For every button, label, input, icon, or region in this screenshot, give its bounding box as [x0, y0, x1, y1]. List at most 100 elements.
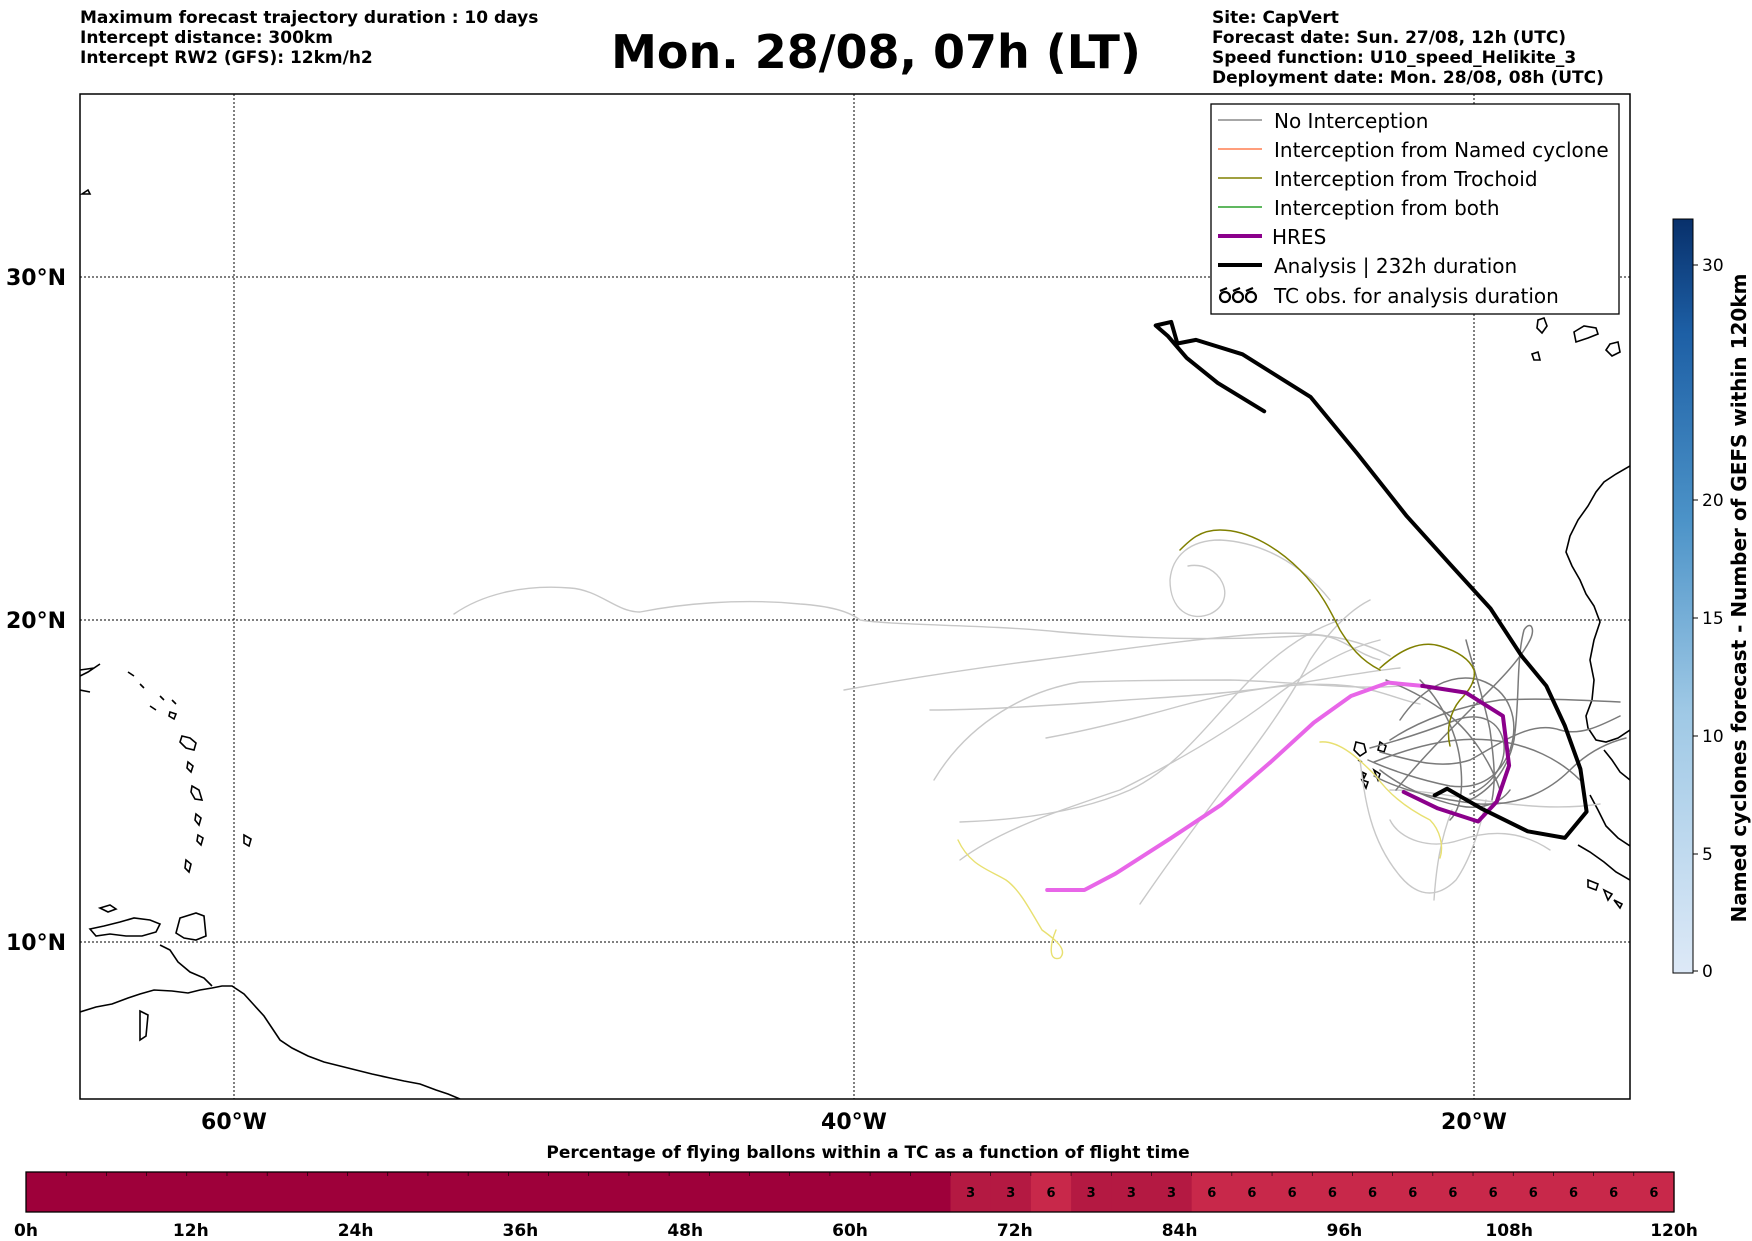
coast-st-vincent: [196, 833, 204, 847]
hres-track-end: [1401, 683, 1512, 824]
bar-cell: [669, 1172, 710, 1212]
trajectory-8: [1139, 599, 1371, 905]
coast-fuerteventura: [1604, 341, 1621, 357]
bar-cell-value: 3: [1127, 1186, 1136, 1201]
coast-barbados: [243, 833, 252, 848]
legend-trochoid: Interception from Trochoid: [1274, 167, 1538, 191]
max-duration-text: Maximum forecast trajectory duration : 1…: [80, 8, 539, 28]
coast-cape-verde-a: [1353, 741, 1367, 758]
analysis-track: [1153, 319, 1589, 840]
deployment-date-text: Deployment date: Mon. 28/08, 08h (UTC): [1212, 68, 1604, 88]
bar-cell: [789, 1172, 831, 1212]
legend-no-interception: No Interception: [1274, 109, 1428, 133]
bar-cell: [950, 1172, 992, 1212]
bar-cell: [1633, 1172, 1675, 1212]
bar-tick-label: 48h: [667, 1221, 703, 1241]
bar-cell-value: 6: [1489, 1186, 1498, 1201]
bar-cell-value: 6: [1207, 1186, 1216, 1201]
bar-cell: [468, 1172, 509, 1212]
map-panel[interactable]: No Interception Interception from Named …: [79, 93, 1631, 1100]
trajectory-18: [1369, 716, 1505, 795]
bar-cell: [106, 1172, 148, 1212]
coastlines: [80, 188, 1630, 1099]
trochoid-track-4: [1319, 741, 1443, 859]
trajectory-9: [1169, 539, 1331, 618]
coast-bijagos: [1587, 878, 1624, 910]
bar-tick-label: 60h: [832, 1221, 868, 1241]
coast-guadeloupe: [179, 735, 197, 751]
bar-cell-value: 3: [1167, 1186, 1176, 1201]
legend-hres: HRES: [1272, 225, 1326, 249]
bar-cell: [1272, 1172, 1313, 1212]
trajectory-4: [933, 679, 1401, 781]
trajectory-20: [1373, 738, 1581, 781]
legend: No Interception Interception from Named …: [1210, 103, 1620, 315]
bar-tick-label: 12h: [173, 1221, 209, 1241]
bar-cell: [990, 1172, 1032, 1212]
bar-cell: [829, 1172, 871, 1212]
trajectory-1: [453, 586, 1381, 661]
coast-margarita: [97, 904, 118, 913]
bar-cell: [1191, 1172, 1233, 1212]
bar-cell: [427, 1172, 469, 1212]
bar-cell-value: 6: [1247, 1186, 1256, 1201]
coast-africa: [1565, 465, 1630, 743]
trajectory-14: [1367, 677, 1515, 788]
trajectory-22: [1419, 679, 1463, 821]
colorbar-gradient: [1672, 218, 1694, 974]
bar-cell: [1553, 1172, 1595, 1212]
trajectory-12: [1433, 809, 1453, 901]
coast-dominica: [186, 760, 194, 774]
bar-cell: [1111, 1172, 1153, 1212]
coast-grenadines: [184, 858, 192, 874]
trajectories: [453, 319, 1627, 960]
trajectory-23: [1465, 639, 1495, 801]
colorbar-tick-30: 30: [1702, 256, 1724, 276]
bar-cell: [1151, 1172, 1193, 1212]
bar-cell: [347, 1172, 389, 1212]
bar-cell: [1352, 1172, 1394, 1212]
coast-bermuda: [80, 188, 92, 195]
bar-cell: [628, 1172, 670, 1212]
forecast-date-text: Forecast date: Sun. 27/08, 12h (UTC): [1212, 28, 1567, 48]
header-right-info: Site: CapVert Forecast date: Sun. 27/08,…: [1212, 8, 1604, 88]
bar-cell: [548, 1172, 590, 1212]
coast-la-palma: [1530, 350, 1542, 361]
trajectory-17: [1395, 624, 1534, 801]
bar-cell: [588, 1172, 630, 1212]
bar-cell: [1473, 1172, 1514, 1212]
bar-tick-label: 96h: [1327, 1221, 1363, 1241]
bar-cell: [1030, 1172, 1072, 1212]
bar-frame: [25, 1171, 1675, 1213]
lat-label-10n: 10°N: [6, 931, 66, 956]
bar-cell-value: 6: [1569, 1186, 1578, 1201]
trajectory-24: [1389, 698, 1621, 741]
trajectory-6: [959, 639, 1381, 861]
lon-label-40w: 40°W: [821, 1110, 887, 1135]
bar-tick-labels: 0h 12h 24h 36h 48h 60h 72h 84h 96h 108h 120h: [14, 1221, 1698, 1241]
trochoid-track-1: [1179, 529, 1381, 671]
hres-track: [1045, 680, 1425, 892]
colorbar-tick-20: 20: [1702, 491, 1724, 511]
trajectory-13: [1389, 789, 1601, 808]
lon-axis: 60°W 40°W 20°W: [201, 1110, 1507, 1135]
trochoid-tracks: [957, 529, 1476, 960]
trajectory-19: [1385, 679, 1501, 791]
coast-martinique: [190, 784, 204, 801]
trajectory-10: [1359, 759, 1487, 894]
colorbar-ticks: [1693, 264, 1698, 972]
colorbar-tick-0: 0: [1702, 962, 1713, 982]
bar-cell-value: 6: [1609, 1186, 1618, 1201]
bar-cell: [307, 1172, 349, 1212]
bar-tick-label: 0h: [14, 1221, 38, 1241]
bar-tick-label: 36h: [503, 1221, 539, 1241]
trajectory-2: [843, 632, 1391, 691]
colorbar-label: Named cyclones forecast - Number of GEFS…: [1727, 274, 1751, 923]
speed-function-text: Speed function: U10_speed_Helikite_3: [1212, 48, 1577, 68]
bar-cell: [26, 1172, 67, 1212]
trajectory-7: [959, 619, 1341, 823]
dark-no-interception-tracks: [1367, 624, 1627, 821]
bar-cell: [66, 1172, 107, 1212]
light-no-interception-tracks: [453, 539, 1601, 905]
colorbar-tick-5: 5: [1702, 845, 1713, 865]
